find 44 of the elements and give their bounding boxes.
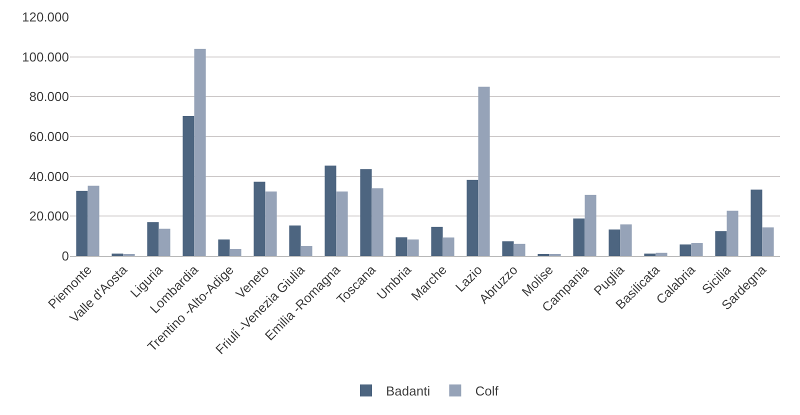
y-tick-label: 20.000 bbox=[29, 208, 69, 224]
bar bbox=[76, 190, 88, 256]
bar bbox=[336, 191, 348, 256]
bar bbox=[265, 191, 277, 256]
bar bbox=[88, 186, 100, 256]
bar bbox=[289, 226, 301, 256]
bar bbox=[762, 227, 774, 256]
y-tick-label: 40.000 bbox=[29, 168, 69, 184]
bar bbox=[218, 239, 230, 256]
legend-label: Colf bbox=[475, 384, 499, 399]
bar bbox=[194, 48, 206, 256]
y-tick-label: 100.000 bbox=[22, 49, 69, 64]
bar bbox=[466, 180, 478, 256]
bar bbox=[584, 194, 596, 256]
bar bbox=[360, 169, 372, 256]
bar bbox=[726, 210, 738, 256]
bar bbox=[680, 244, 692, 256]
bar bbox=[442, 237, 454, 256]
bar bbox=[608, 230, 620, 256]
bar bbox=[147, 222, 159, 256]
y-tick-label: 120.000 bbox=[22, 10, 69, 25]
bar bbox=[691, 243, 703, 256]
bar bbox=[254, 182, 266, 256]
bar bbox=[372, 188, 384, 256]
legend-label: Badanti bbox=[386, 384, 430, 399]
bar bbox=[750, 190, 762, 256]
bar bbox=[573, 218, 585, 256]
bar bbox=[478, 86, 490, 256]
bar bbox=[396, 237, 408, 256]
bar bbox=[300, 246, 312, 256]
bar bbox=[182, 116, 194, 256]
y-tick-label: 60.000 bbox=[29, 129, 69, 144]
bar bbox=[715, 231, 727, 256]
y-tick-label: 80.000 bbox=[29, 89, 69, 104]
bar bbox=[230, 249, 242, 256]
y-tick-label: 0 bbox=[62, 248, 69, 264]
bar bbox=[324, 166, 336, 256]
bar bbox=[158, 228, 170, 256]
bar bbox=[502, 241, 514, 256]
bar bbox=[514, 244, 526, 256]
bar bbox=[620, 224, 632, 256]
bar bbox=[407, 239, 419, 256]
bar bbox=[656, 252, 668, 256]
bar bbox=[431, 226, 443, 256]
